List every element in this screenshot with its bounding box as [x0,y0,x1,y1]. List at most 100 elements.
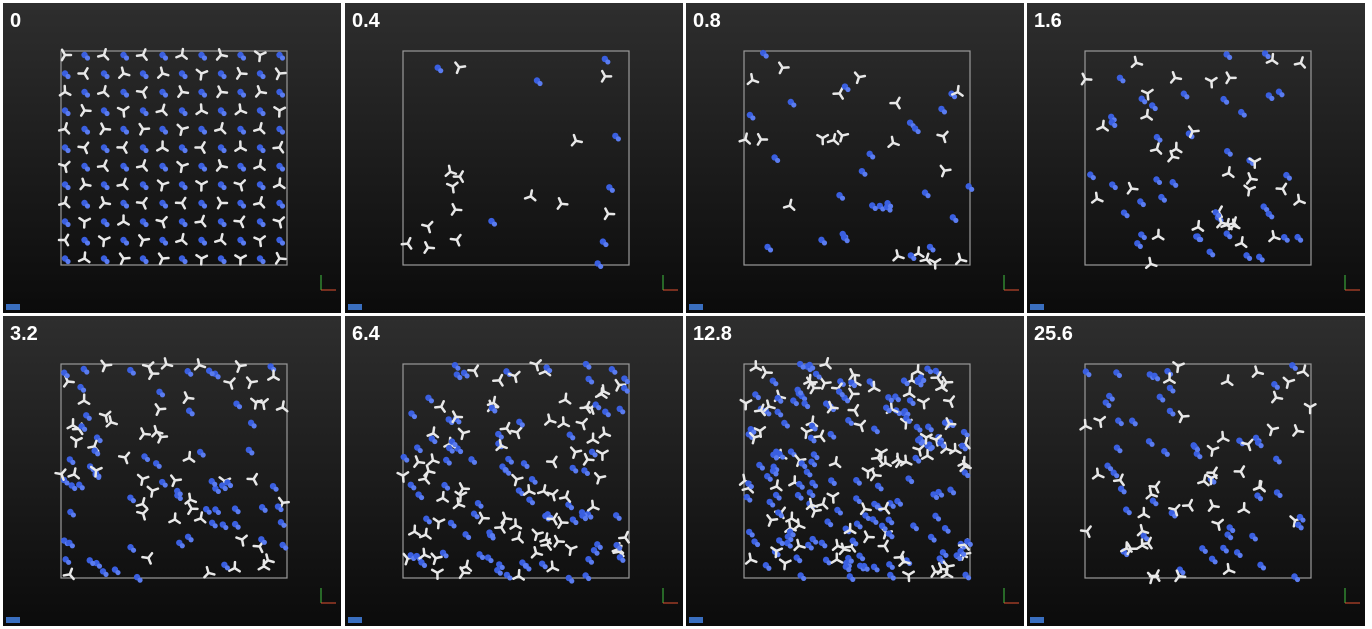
atom [1127,510,1132,515]
atom [82,427,87,432]
atom [918,382,923,387]
time-label: 6.4 [352,323,381,345]
atom [747,497,752,502]
atom [221,148,226,153]
atom-bond [221,92,227,93]
atom [1110,396,1115,401]
atom [143,222,148,227]
atom [84,369,89,374]
atom [216,510,221,515]
atom-bond [182,49,183,55]
atom [1210,252,1215,257]
atom [850,577,855,582]
atom [1275,385,1280,390]
atom [849,421,854,426]
atom [180,543,185,548]
atom [794,401,799,406]
atom [1260,257,1265,262]
atom [931,537,936,542]
atom [921,378,926,383]
atom-bond [459,66,465,67]
view-button[interactable] [6,304,20,310]
atom [929,427,934,432]
atom [65,373,70,378]
atom [914,526,919,531]
atom [252,423,257,428]
snapshot-panel: 0.8 [686,3,1024,313]
atom [450,448,455,453]
view-button[interactable] [1030,304,1044,310]
atom-bond [268,560,274,562]
atom [1106,403,1111,408]
atom [124,92,129,97]
atom-bond [825,382,831,383]
atom [569,578,574,583]
atom [840,196,845,201]
atom-bond [536,553,542,555]
atom-bond [1272,428,1278,429]
atom-bond [433,428,434,434]
atom-bond [599,476,605,477]
atom-bond [1147,110,1148,116]
atom [85,240,90,245]
atom [1269,96,1274,101]
view-button[interactable] [348,617,362,623]
atom-bond [603,428,604,434]
atom [72,486,77,491]
atom-bond [853,375,859,376]
atom [64,480,69,485]
atom [1227,234,1232,239]
atom [812,426,817,431]
view-button[interactable] [6,617,20,623]
atom-bond [767,401,768,407]
atom [143,74,148,79]
atom [798,390,803,395]
atom [589,379,594,384]
atom-bond [891,403,892,409]
atom [65,74,70,79]
viewport [1027,3,1365,313]
atom [828,522,833,527]
atom [1300,517,1305,522]
view-button[interactable] [1030,617,1044,623]
atom [131,370,136,375]
atom-bond [283,502,289,503]
atom-bond [548,415,549,421]
atom [65,148,70,153]
atom [1277,493,1282,498]
atom [412,414,417,419]
atom-bond [898,256,904,258]
atom [807,472,812,477]
atom-bond [74,469,75,475]
atom [1120,78,1125,83]
atom-bond [842,134,848,135]
atom [210,371,215,376]
atom [202,166,207,171]
view-button[interactable] [689,617,703,623]
atom [452,442,457,447]
atom [65,185,70,190]
view-button[interactable] [689,304,703,310]
atom [788,543,793,548]
atom [104,185,109,190]
view-button[interactable] [348,304,362,310]
atom-bond [790,200,791,206]
atom [1285,238,1290,243]
atom [547,368,552,373]
atom [598,545,603,550]
atom [813,483,818,488]
atom [942,109,947,114]
atom [1108,466,1113,471]
atom [280,92,285,97]
atom-bond [1301,57,1303,63]
atom [812,462,817,467]
atom-bond [1242,237,1243,243]
atom [1195,447,1200,452]
atom [283,545,288,550]
atom [1170,388,1175,393]
atom [941,443,946,448]
atom [215,374,220,379]
atom [1293,366,1298,371]
atom [520,422,525,427]
atom [910,401,915,406]
